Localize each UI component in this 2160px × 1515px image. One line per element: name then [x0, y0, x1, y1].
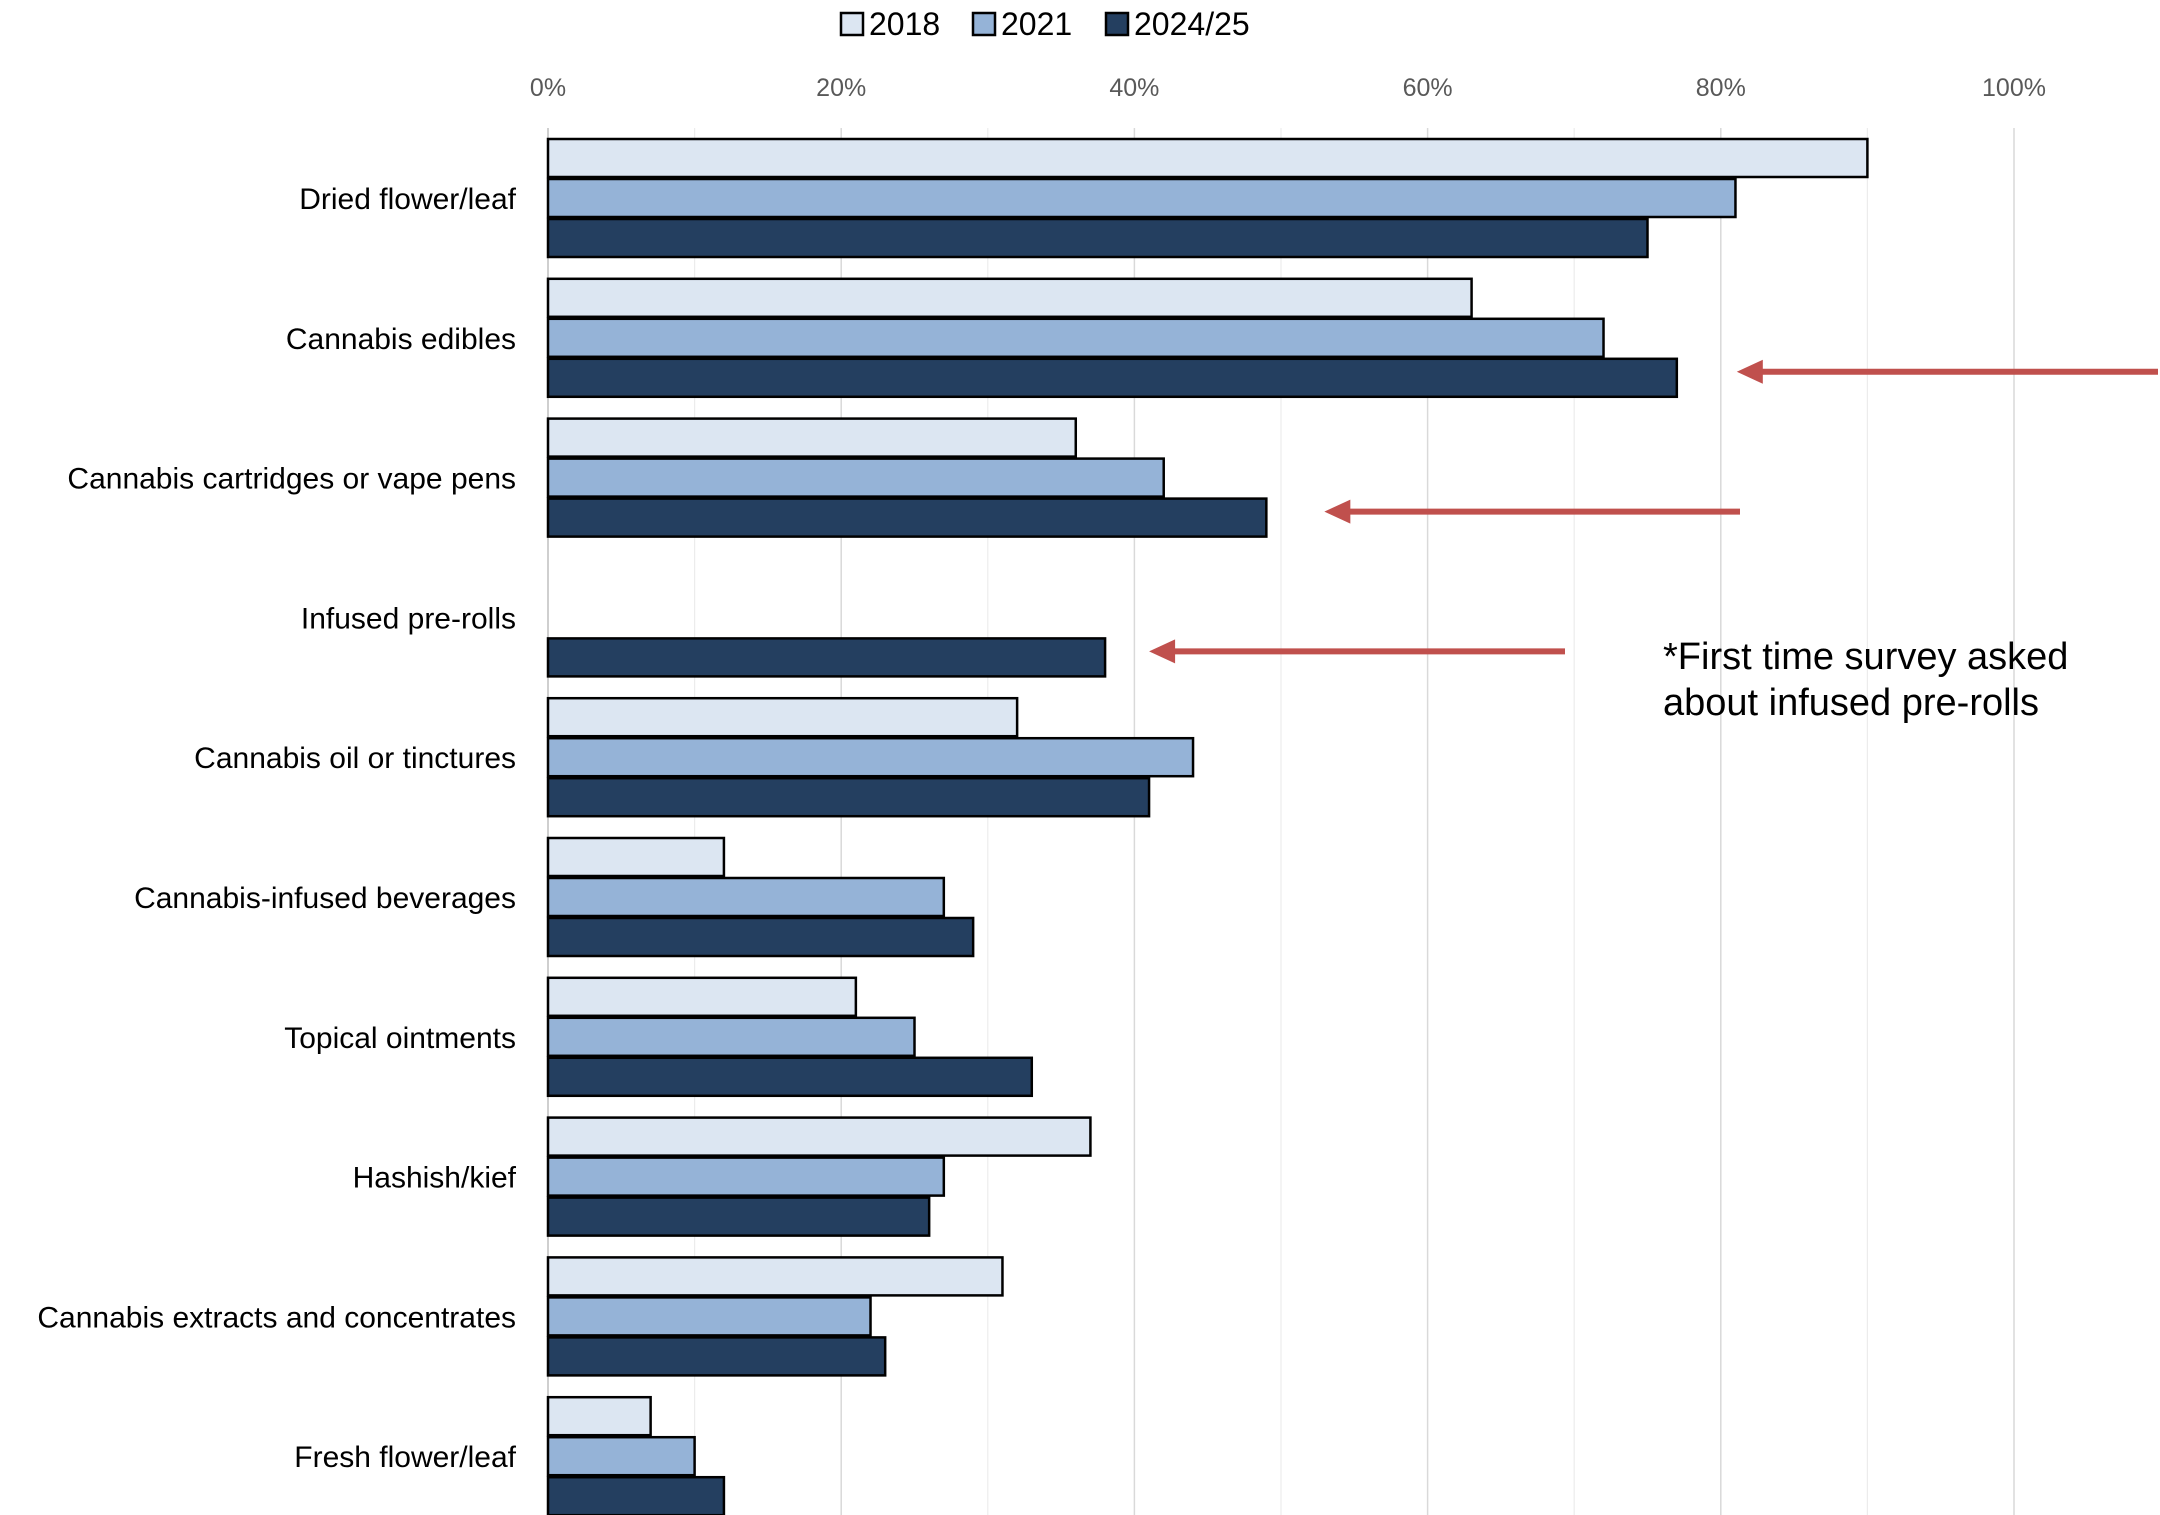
x-tick-label: 60%: [1403, 74, 1453, 102]
category-label: Cannabis-infused beverages: [134, 882, 516, 915]
bar: [546, 1435, 696, 1477]
x-tick-label: 100%: [1982, 74, 2046, 102]
category-label: Fresh flower/leaf: [294, 1441, 516, 1474]
x-tick-label: 20%: [816, 74, 866, 102]
bar: [546, 497, 1268, 538]
annotation-line-2: about infused pre-rolls: [1663, 682, 2039, 724]
category-label: Topical ointments: [284, 1022, 516, 1055]
category-label: Cannabis edibles: [286, 323, 516, 356]
bar: [546, 317, 1605, 359]
bar: [546, 696, 1019, 738]
annotation-line-1: *First time survey asked: [1663, 636, 2068, 678]
bar: [546, 277, 1473, 319]
arrow-head: [1149, 639, 1176, 664]
legend-swatch: [839, 11, 865, 37]
bar: [546, 1395, 652, 1437]
legend-label: 2018: [869, 6, 940, 42]
bar: [546, 177, 1737, 219]
category-label: Cannabis extracts and concentrates: [37, 1301, 516, 1334]
x-tick-label: 40%: [1109, 74, 1159, 102]
category-label: Hashish/kief: [353, 1162, 517, 1195]
x-tick-label: 80%: [1696, 74, 1746, 102]
bar: [546, 457, 1165, 498]
bar: [546, 1016, 916, 1058]
bar: [546, 876, 946, 918]
bar: [546, 1196, 931, 1237]
bar: [546, 417, 1078, 458]
bar: [546, 357, 1679, 399]
bar: [546, 137, 1869, 179]
category-label: Infused pre-rolls: [301, 602, 516, 635]
bar: [546, 217, 1649, 259]
legend-swatch: [971, 11, 997, 37]
legend: 2018 2021 2024/25: [839, 6, 1250, 42]
bar: [546, 1475, 726, 1515]
bar: [546, 836, 726, 878]
bar: [546, 1256, 1004, 1297]
category-label: Cannabis oil or tinctures: [194, 742, 516, 775]
arrow-head: [1324, 499, 1351, 524]
category-labels: Dried flower/leaf Cannabis edibles Cannabi…: [37, 183, 516, 1474]
legend-label: 2021: [1001, 6, 1072, 42]
legend-swatch: [1104, 11, 1130, 37]
bar: [546, 1156, 946, 1197]
bar: [546, 1296, 872, 1337]
bar: [546, 637, 1107, 678]
category-label: Cannabis cartridges or vape pens: [67, 463, 516, 496]
bar: [546, 916, 975, 958]
bar: [546, 776, 1151, 818]
bar: [546, 1056, 1034, 1098]
legend-label: 2024/25: [1134, 6, 1250, 42]
annotation-arrows: [1149, 359, 2158, 664]
bar: [546, 976, 858, 1018]
bar: [546, 1336, 887, 1377]
x-tick-label: 0%: [530, 74, 566, 102]
bar: [546, 736, 1195, 778]
arrow-head: [1736, 359, 1763, 384]
x-axis-ticks: 0% 20% 40% 60% 80% 100%: [530, 74, 2046, 102]
bar: [546, 1116, 1092, 1157]
bars: [546, 137, 1869, 1515]
category-label: Dried flower/leaf: [299, 183, 516, 216]
